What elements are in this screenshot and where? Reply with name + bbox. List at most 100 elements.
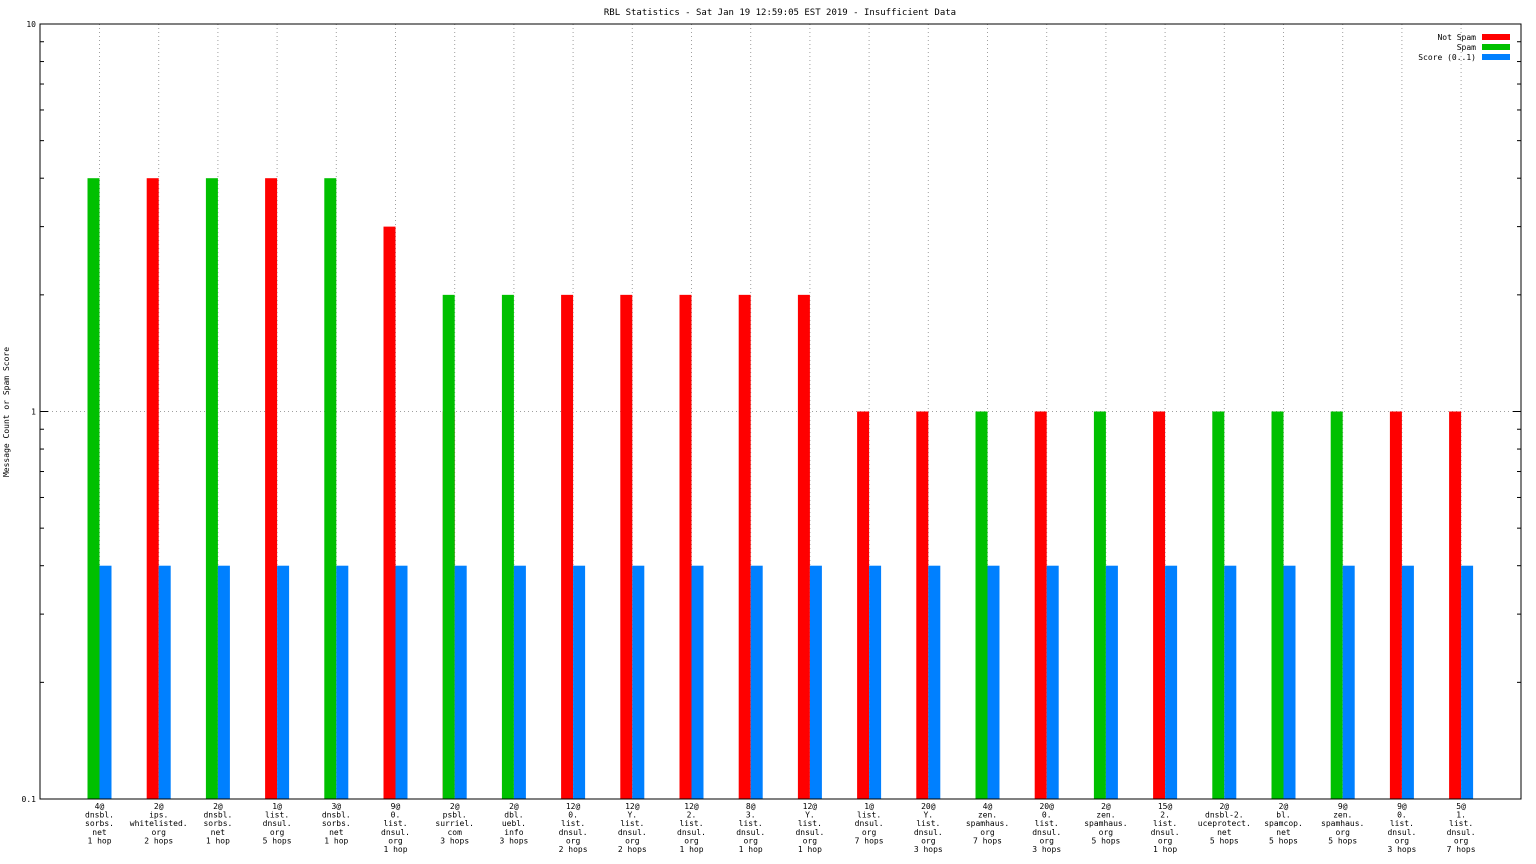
x-tick-label-line: 2 hops — [618, 845, 647, 854]
x-tick-label: 2@ zen. spamhaus. org 5 hops — [1084, 802, 1127, 845]
x-tick-label-line: org — [1158, 836, 1173, 845]
bar-not-spam — [383, 226, 396, 800]
x-tick-label-line: list. — [265, 811, 289, 820]
x-tick-label-line: 1 hop — [798, 845, 822, 854]
x-tick-label: 9@ 0. list. dnsul. org 3 hops — [1387, 802, 1416, 854]
x-tick-label-line: zen. — [1096, 811, 1115, 820]
x-tick-label-line: org — [1395, 836, 1410, 845]
x-tick-label-line: 2 hops — [144, 836, 173, 845]
x-tick-label: 15@ 2. list. dnsul. org 1 hop — [1151, 802, 1180, 854]
x-tick-label-line: dnsul. — [914, 828, 943, 837]
x-tick-label-line: sorbs. — [203, 819, 232, 828]
x-tick-label-line: 5 hops — [1091, 836, 1120, 845]
x-tick-label-line: list. — [620, 819, 644, 828]
x-tick-label-line: org — [625, 836, 640, 845]
bar-score — [809, 565, 822, 799]
x-tick-label-line: 5@ — [1456, 802, 1466, 811]
x-tick-label-line: Y. — [627, 811, 637, 820]
x-tick-label-line: dbl. — [504, 811, 523, 820]
bar-score — [513, 565, 526, 799]
x-tick-label-line: 5 hops — [1269, 836, 1298, 845]
y-tick-label: 0.1 — [22, 795, 37, 804]
x-tick-label-line: 7 hops — [855, 836, 884, 845]
bar-not-spam — [620, 294, 633, 799]
x-tick-label-line: 9@ — [391, 802, 401, 811]
x-tick-label-line: 2@ — [1219, 802, 1229, 811]
x-tick-label-line: 4@ — [983, 802, 993, 811]
x-tick-label-line: uceprotect. — [1198, 819, 1251, 828]
x-tick-label-line: 0. — [1042, 811, 1052, 820]
x-tick-label-line: list. — [1153, 819, 1177, 828]
x-tick-label-line: 5 hops — [263, 836, 292, 845]
x-tick-label-line: 1. — [1456, 811, 1466, 820]
bar-spam — [1271, 411, 1284, 799]
x-tick-label-line: dnsul. — [677, 828, 706, 837]
x-tick-label-line: list. — [679, 819, 703, 828]
x-tick-label-line: 3. — [746, 811, 756, 820]
x-tick-label-line: spamhaus. — [1084, 819, 1127, 828]
x-tick-label-line: sorbs. — [85, 819, 114, 828]
x-tick-label-line: dnsul. — [736, 828, 765, 837]
bar-score — [1165, 565, 1178, 799]
x-tick-label-line: dnsul. — [1032, 828, 1061, 837]
x-tick-label-line: psbl. — [443, 811, 467, 820]
x-tick-label-line: org — [1039, 836, 1054, 845]
bar-score — [1401, 565, 1414, 799]
x-tick-label-line: 2@ — [450, 802, 460, 811]
x-tick-label-line: 2@ — [154, 802, 164, 811]
x-tick-label-line: spamcop. — [1264, 819, 1303, 828]
x-tick-label-line: 2. — [1160, 811, 1170, 820]
x-tick-label-line: 1 hop — [87, 836, 111, 845]
x-tick-label-line: org — [566, 836, 581, 845]
x-tick-label-line: bl. — [1276, 811, 1290, 820]
bar-score — [750, 565, 763, 799]
bar-spam — [87, 178, 100, 799]
x-tick-label-line: org — [151, 828, 166, 837]
x-tick-label: 8@ 3. list. dnsul. org 1 hop — [736, 802, 765, 854]
x-tick-label-line: list. — [1035, 819, 1059, 828]
chart-title: RBL Statistics - Sat Jan 19 12:59:05 EST… — [604, 8, 956, 18]
x-tick-label-line: dnsul. — [1447, 828, 1476, 837]
x-tick-label: 12@ 2. list. dnsul. org 1 hop — [677, 802, 706, 854]
x-tick-label-line: 1@ — [864, 802, 874, 811]
x-tick-label-line: org — [921, 836, 936, 845]
x-tick-label-line: 3 hops — [1387, 845, 1416, 854]
x-tick-label: 2@ psbl. surriel. com 3 hops — [435, 802, 474, 845]
x-tick-label-line: list. — [1390, 819, 1414, 828]
x-tick-label: 3@ dnsbl. sorbs. net 1 hop — [322, 802, 351, 845]
y-tick-label: 10 — [26, 20, 36, 29]
x-tick-label-line: dnsul. — [1151, 828, 1180, 837]
x-tick-label-line: dnsbl. — [85, 811, 114, 820]
x-tick-label-line: list. — [857, 811, 881, 820]
x-tick-label-line: dnsbl. — [322, 811, 351, 820]
x-tick-label-line: org — [803, 836, 818, 845]
x-tick-label-line: 2@ — [1279, 802, 1289, 811]
x-tick-label-line: 1 hop — [1153, 845, 1177, 854]
bar-score — [987, 565, 1000, 799]
x-tick-label-line: 1 hop — [679, 845, 703, 854]
y-axis-label: Message Count or Spam Score — [2, 347, 11, 477]
x-tick-label-line: 7 hops — [973, 836, 1002, 845]
legend-swatch-spam — [1482, 44, 1510, 50]
x-tick-label-line: org — [388, 836, 403, 845]
legend-label-score: Score (0..1) — [1418, 53, 1476, 62]
y-tick-label: 1 — [31, 408, 36, 417]
x-tick-label-line: 5 hops — [1328, 836, 1357, 845]
bar-not-spam — [738, 294, 751, 799]
x-tick-label-line: org — [270, 828, 285, 837]
x-tick-label-line: org — [684, 836, 699, 845]
x-tick-label-line: org — [1099, 828, 1114, 837]
x-tick-label-line: 1 hop — [206, 836, 230, 845]
bar-spam — [975, 411, 988, 799]
bar-spam — [1330, 411, 1343, 799]
x-tick-label-line: 3 hops — [440, 836, 469, 845]
legend-label-spam: Spam — [1457, 43, 1476, 52]
bar-score — [1046, 565, 1059, 799]
bar-score — [1461, 565, 1474, 799]
x-tick-label-line: dnsul. — [263, 819, 292, 828]
x-tick-label-line: list. — [1449, 819, 1473, 828]
bar-not-spam — [1153, 411, 1166, 799]
bar-spam — [1093, 411, 1106, 799]
